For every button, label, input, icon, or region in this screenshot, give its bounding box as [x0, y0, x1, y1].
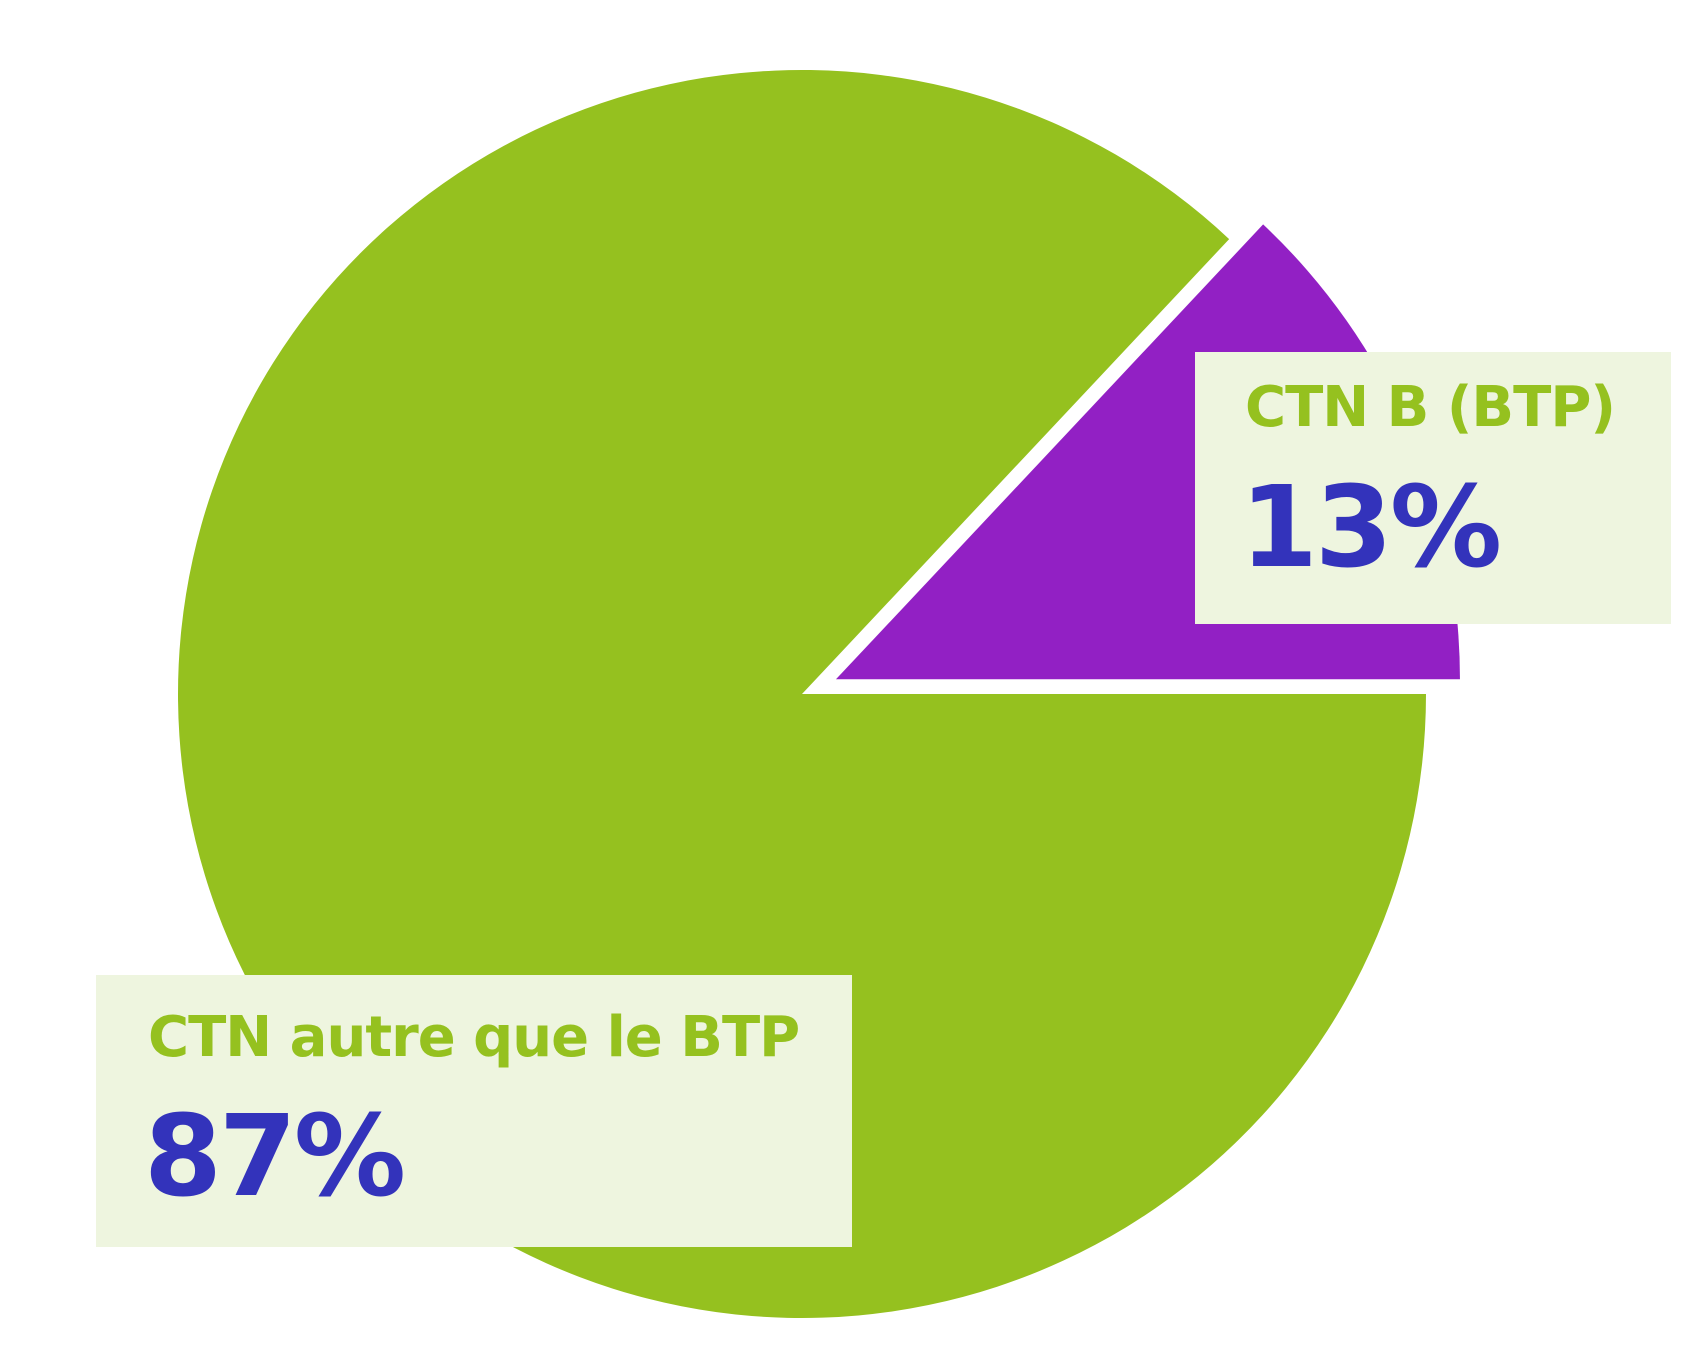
- slice-label-other: CTN autre que le BTP 87%: [96, 975, 852, 1247]
- slice-label-other-name: CTN autre que le BTP: [148, 1005, 800, 1070]
- slice-label-other-value: 87%: [144, 1092, 406, 1222]
- slice-label-btp-name: CTN B (BTP): [1245, 375, 1616, 440]
- slice-label-btp-value: 13%: [1240, 463, 1502, 593]
- slice-label-btp: CTN B (BTP) 13%: [1195, 352, 1671, 624]
